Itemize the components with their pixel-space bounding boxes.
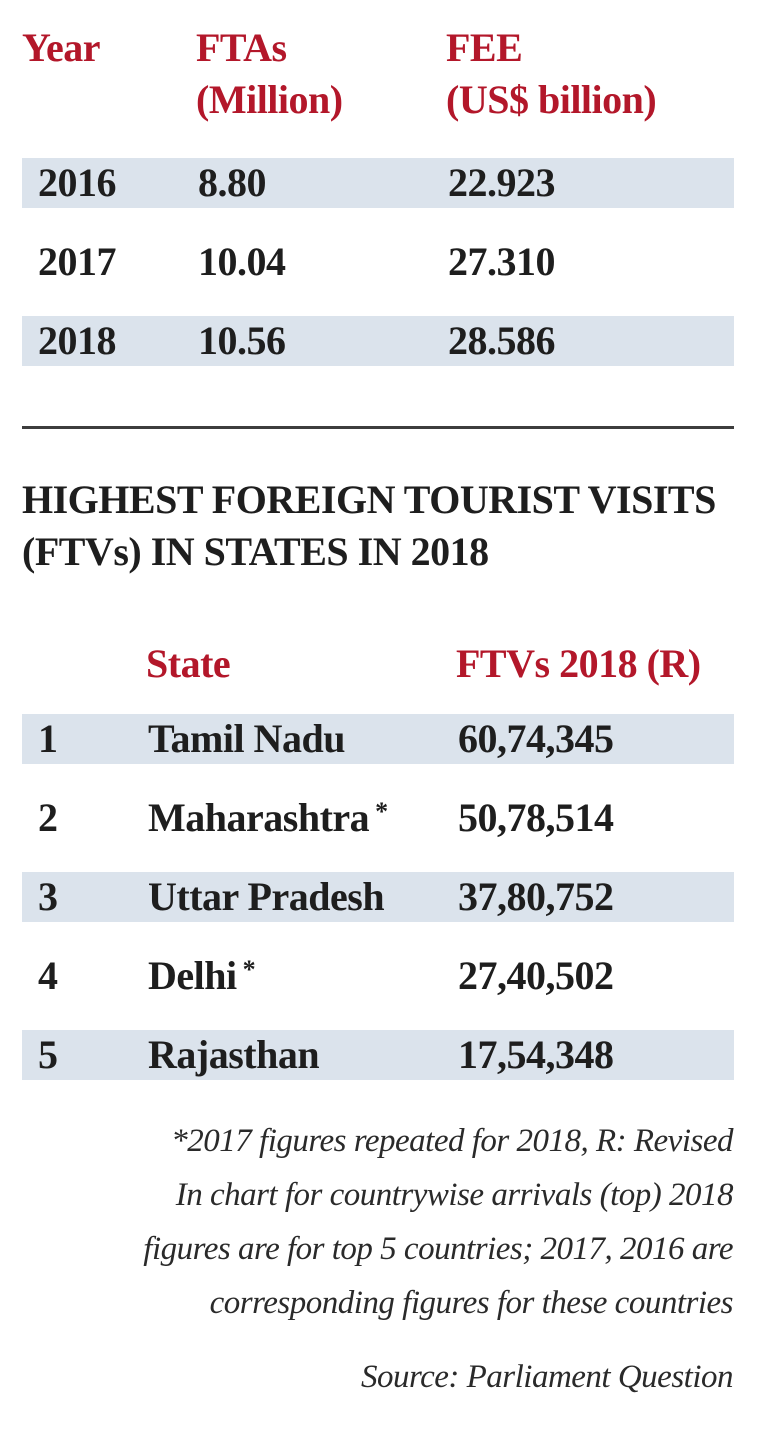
footnote-line: *2017 figures repeated for 2018, R: Revi…: [171, 1123, 733, 1159]
cell-rank: 5: [38, 1032, 58, 1077]
table-row: 2018 10.56 28.586: [22, 316, 734, 366]
states-table-title-line1: HIGHEST FOREIGN TOURIST VISITS: [22, 477, 716, 522]
table-row: 1 Tamil Nadu 60,74,345: [22, 714, 734, 764]
cell-ftas: 8.80: [198, 160, 267, 205]
column-header-fee-line1: FEE: [446, 25, 523, 70]
cell-state: Uttar Pradesh: [148, 872, 390, 922]
column-header-ftas: FTAs (Million): [196, 22, 343, 126]
arrivals-table-header: Year FTAs (Million) FEE (US$ billion): [22, 22, 734, 142]
state-name: Delhi: [148, 953, 237, 998]
column-header-ftas-line1: FTAs: [196, 25, 287, 70]
cell-state: Maharashtra *: [148, 793, 388, 843]
cell-rank: 2: [38, 795, 58, 840]
table-row: 3 Uttar Pradesh 37,80,752: [22, 872, 734, 922]
footnote-line: corresponding figures for these countrie…: [209, 1285, 734, 1321]
column-header-year: Year: [22, 22, 100, 74]
table-row: 2016 8.80 22.923: [22, 158, 734, 208]
column-header-year-line1: Year: [22, 25, 100, 70]
cell-ftvs: 27,40,502: [458, 953, 614, 998]
cell-ftvs: 60,74,345: [458, 716, 614, 761]
cell-fee: 27.310: [448, 239, 556, 284]
states-table-title: HIGHEST FOREIGN TOURIST VISITS (FTVs) IN…: [22, 474, 734, 578]
cell-year: 2018: [38, 318, 117, 363]
cell-ftvs: 17,54,348: [458, 1032, 614, 1077]
cell-state: Tamil Nadu: [148, 714, 351, 764]
state-name: Rajasthan: [148, 1032, 320, 1077]
source-credit: Source: Parliament Question: [360, 1359, 734, 1395]
section-divider: [22, 426, 734, 429]
state-name: Tamil Nadu: [148, 716, 345, 761]
column-header-state: State: [146, 641, 231, 686]
column-header-fee: FEE (US$ billion): [446, 22, 657, 126]
states-table-header: State FTVs 2018 (R): [22, 638, 734, 690]
cell-state: Rajasthan: [148, 1030, 325, 1080]
column-header-fee-line2: (US$ billion): [446, 77, 657, 122]
cell-ftas: 10.04: [198, 239, 286, 284]
state-name: Maharashtra: [148, 795, 370, 840]
table-row: 4 Delhi * 27,40,502: [22, 951, 734, 1001]
cell-rank: 4: [38, 953, 58, 998]
states-table-title-line2: (FTVs) IN STATES IN 2018: [22, 529, 489, 574]
cell-ftvs: 37,80,752: [458, 874, 614, 919]
footnote-marker: *: [375, 797, 388, 826]
cell-fee: 28.586: [448, 318, 556, 363]
cell-ftvs: 50,78,514: [458, 795, 614, 840]
footnote-line: figures are for top 5 countries; 2017, 2…: [143, 1231, 733, 1267]
cell-year: 2017: [38, 239, 117, 284]
column-header-ftas-line2: (Million): [196, 77, 343, 122]
footnote-marker: *: [242, 955, 256, 984]
cell-ftas: 10.56: [198, 318, 286, 363]
table-row: 2017 10.04 27.310: [22, 237, 734, 287]
table-row: 2 Maharashtra * 50,78,514: [22, 793, 734, 843]
column-header-ftvs: FTVs 2018 (R): [456, 641, 701, 686]
cell-year: 2016: [38, 160, 117, 205]
table-row: 5 Rajasthan 17,54,348: [22, 1030, 734, 1080]
cell-rank: 3: [38, 874, 58, 919]
cell-state: Delhi *: [148, 951, 256, 1001]
cell-fee: 22.923: [448, 160, 556, 205]
footnote: *2017 figures repeated for 2018, R: Revi…: [13, 1114, 733, 1330]
cell-rank: 1: [38, 716, 58, 761]
footnote-line: In chart for countrywise arrivals (top) …: [175, 1177, 734, 1213]
state-name: Uttar Pradesh: [148, 874, 385, 919]
